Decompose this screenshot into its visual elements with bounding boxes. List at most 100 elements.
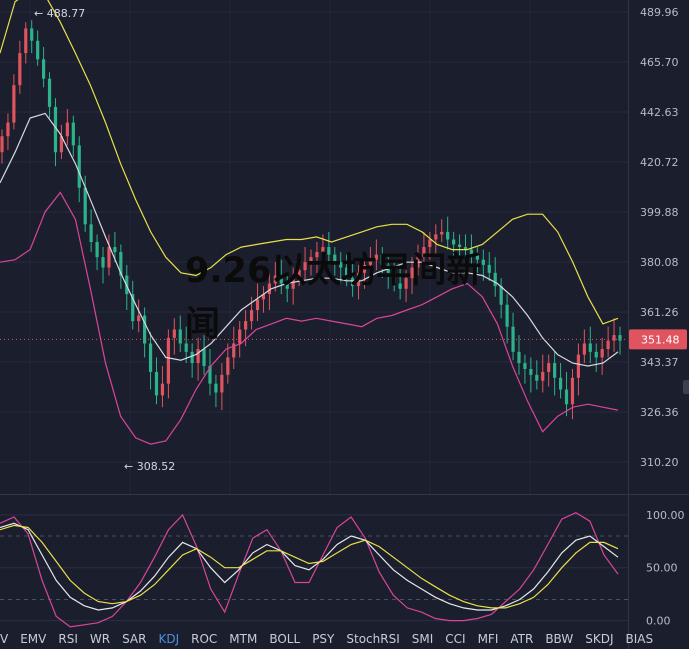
candle-body (89, 224, 93, 242)
candle-body (487, 264, 491, 273)
candle-body (374, 254, 378, 260)
candle-body (47, 78, 52, 107)
candle-body (297, 270, 301, 279)
tab-atr[interactable]: ATR (510, 631, 534, 646)
candle-body (558, 377, 563, 390)
candle-body (6, 122, 10, 137)
candle-body (119, 252, 123, 276)
candle-body (279, 275, 283, 284)
candle-body (131, 294, 135, 322)
osc-tick-label: 0.00 (646, 615, 671, 628)
price-tick-label: 420.72 (640, 156, 679, 169)
candle-body (333, 254, 337, 263)
bollinger-bands (0, 0, 619, 445)
price-tick-label: 343.37 (640, 356, 679, 369)
candle-body (178, 329, 182, 344)
tab-smi[interactable]: SMI (411, 631, 434, 646)
candle-body (36, 40, 40, 60)
candle-body (214, 383, 218, 393)
candle-body (576, 354, 581, 378)
tab-bbw[interactable]: BBW (545, 631, 574, 646)
candle-body (71, 122, 75, 146)
tab-wr[interactable]: WR (89, 631, 111, 646)
tab-sar[interactable]: SAR (122, 631, 147, 646)
candle-body (285, 283, 289, 289)
boll-upper-line (0, 0, 619, 325)
candle-body (368, 259, 373, 265)
tab-rsi[interactable]: RSI (58, 631, 78, 646)
candle-body (499, 286, 503, 305)
candle-body (398, 283, 402, 289)
candle-body (208, 366, 212, 384)
candle-body (59, 136, 64, 153)
candle-body (95, 242, 99, 258)
scroll-right-handle[interactable] (683, 380, 689, 394)
osc-tick-label: 50.00 (646, 562, 678, 575)
candle-body (553, 363, 557, 378)
kdj-d-line (0, 524, 619, 609)
candle-body (457, 244, 462, 248)
candle-body (18, 53, 22, 86)
candle-body (606, 340, 610, 350)
candle-body (594, 351, 598, 358)
candle-body (410, 267, 414, 279)
candle-body (261, 294, 266, 300)
candle-body (523, 363, 527, 369)
tab-skdj[interactable]: SKDJ (585, 631, 614, 646)
candle-body (612, 335, 616, 341)
candle-body (41, 59, 46, 79)
price-tick-label: 361.26 (640, 306, 679, 319)
candle-body (143, 315, 147, 344)
candle-body (226, 357, 230, 375)
candle-body (244, 321, 248, 330)
candle-body (196, 349, 200, 364)
candle-body (535, 374, 539, 381)
candle-body (422, 247, 426, 258)
candle-body (101, 257, 105, 268)
candle-body (356, 272, 361, 287)
candle-body (564, 389, 569, 405)
candle-body (0, 136, 4, 153)
indicator-tab-bar: V EMV RSI WR SAR KDJ ROC MTM BOLL PSY StochRSI SMI C… (0, 628, 653, 649)
tab-bias[interactable]: BIAS (625, 631, 654, 646)
kdj-j-line (0, 512, 619, 628)
candle-body (65, 122, 69, 137)
candle-body (582, 343, 586, 355)
candle-body (202, 349, 206, 367)
tab-psy[interactable]: PSY (312, 631, 335, 646)
price-tick-label: 310.20 (640, 456, 679, 469)
tab-stochrsi[interactable]: StochRSI (346, 631, 400, 646)
candle-body (107, 247, 111, 268)
tab-kdj[interactable]: KDJ (158, 631, 180, 646)
candle-body (166, 337, 170, 384)
candle-body (505, 304, 509, 327)
high-price-marker: ← 488.77 (34, 7, 85, 20)
candle-body (160, 383, 165, 396)
overlay-title: 9.26以太坊早间新闻 (185, 251, 482, 345)
candle-body (404, 278, 408, 289)
tab-mtm[interactable]: MTM (229, 631, 258, 646)
tab-mfi[interactable]: MFI (477, 631, 499, 646)
tab-emv[interactable]: EMV (20, 631, 47, 646)
candle-body (529, 368, 533, 375)
tab-roc[interactable]: ROC (191, 631, 218, 646)
candle-body (541, 371, 545, 381)
candle-body (380, 254, 384, 265)
candle-body (339, 262, 343, 268)
candle-body (618, 335, 622, 341)
price-tick-label: 326.36 (640, 406, 679, 419)
oscillator-grid (0, 514, 628, 622)
osc-tick-label: 100.00 (646, 509, 685, 522)
current-price-badge (629, 329, 687, 350)
tab-v[interactable]: V (0, 631, 9, 646)
candle-body (440, 231, 444, 235)
candle-body (588, 343, 592, 352)
candle-body (24, 28, 28, 54)
high-low-markers: ← 488.77 ← 308.52 (34, 7, 175, 473)
oscillator-lines (0, 512, 619, 628)
tab-cci[interactable]: CCI (445, 631, 466, 646)
current-price-label: 351.48 (641, 333, 680, 346)
tab-boll[interactable]: BOLL (269, 631, 301, 646)
candle-body (83, 187, 87, 225)
